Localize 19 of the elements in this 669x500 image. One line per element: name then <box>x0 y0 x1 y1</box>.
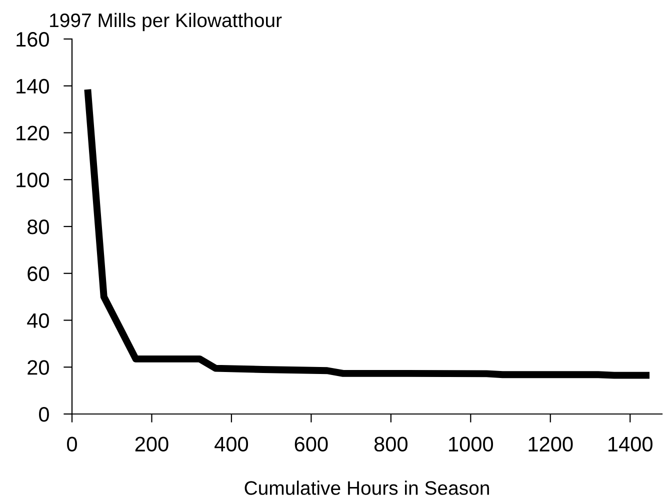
x-axis-title: Cumulative Hours in Season <box>244 480 489 495</box>
x-tick-label: 1000 <box>449 436 494 452</box>
x-tick-label: 800 <box>374 436 408 452</box>
y-tick-label: 0 <box>39 407 49 422</box>
y-tick-label: 100 <box>16 172 49 188</box>
y-tick-label: 80 <box>28 220 49 234</box>
y-tick-label: 160 <box>16 32 49 47</box>
x-tick-label: 400 <box>214 436 248 452</box>
y-tick-label: 60 <box>28 266 49 282</box>
y-tick-label: 20 <box>28 360 49 375</box>
x-tick-label: 1400 <box>608 436 652 452</box>
x-tick-label: 0 <box>67 436 77 452</box>
y-axis-title: 1997 Mills per Kilowatthour <box>50 12 282 32</box>
y-tick-label: 120 <box>16 126 49 141</box>
x-tick-label: 600 <box>294 436 328 452</box>
x-tick-label: 1200 <box>528 436 573 452</box>
y-tick-label: 40 <box>27 313 49 328</box>
x-tick-label: 200 <box>135 436 168 452</box>
y-tick-label: 140 <box>16 78 49 94</box>
